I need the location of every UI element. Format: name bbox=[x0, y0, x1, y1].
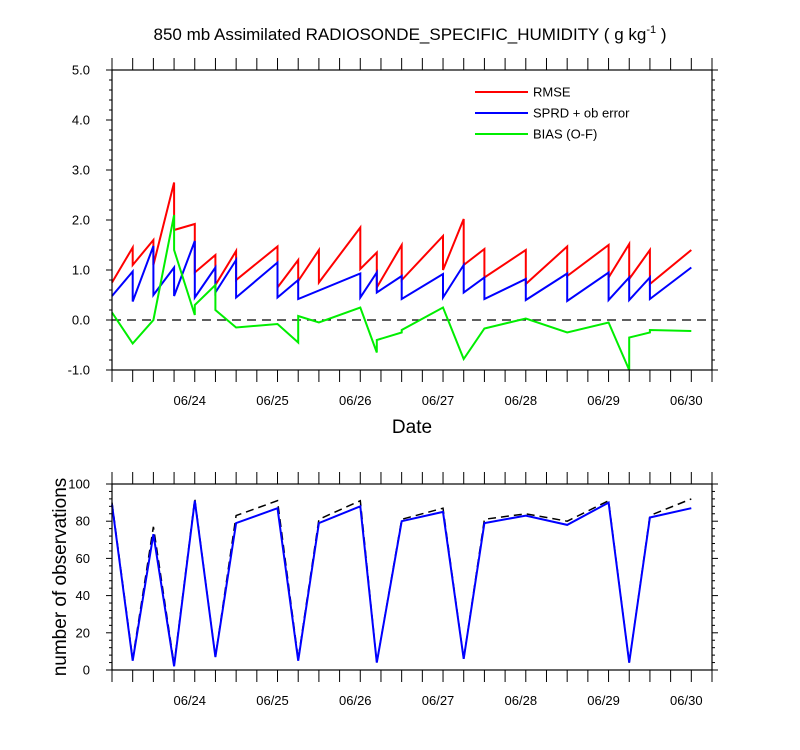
obs-y-tick-label: 20 bbox=[76, 625, 90, 640]
diag-series-line bbox=[111, 182, 692, 292]
chart-title-exponent: -1 bbox=[646, 24, 656, 36]
diag-series-line bbox=[111, 240, 692, 303]
obs-y-tick-label: 80 bbox=[76, 514, 90, 529]
obs-date-label: 06/28 bbox=[505, 693, 538, 708]
legend-label-rmse: RMSE bbox=[533, 85, 571, 100]
diag-series-sprd-ob-error bbox=[111, 240, 692, 303]
diag-y-tick-label: 4.0 bbox=[72, 113, 90, 128]
obs-date-label: 06/30 bbox=[670, 693, 703, 708]
obs-date-label: 06/25 bbox=[256, 693, 289, 708]
obs-y-tick-label: 0 bbox=[83, 663, 90, 678]
diag-date-label: 06/25 bbox=[256, 393, 289, 408]
legend-label-sprd-ob-error: SPRD + ob error bbox=[533, 106, 630, 121]
diagnostics-frame bbox=[111, 69, 713, 371]
diag-date-label: 06/30 bbox=[670, 393, 703, 408]
obs-date-label: 06/26 bbox=[339, 693, 372, 708]
observation-count-frame bbox=[111, 483, 713, 671]
y-axis-title-observations: number of observations bbox=[50, 478, 71, 677]
diag-series-line bbox=[111, 214, 692, 371]
chart-title-main: 850 mb Assimilated RADIOSONDE_SPECIFIC_H… bbox=[154, 25, 647, 44]
obs-date-label: 06/24 bbox=[173, 693, 206, 708]
diag-y-tick-label: 1.0 bbox=[72, 263, 90, 278]
obs-date-label: 06/27 bbox=[422, 693, 455, 708]
obs-date-label: 06/29 bbox=[587, 693, 620, 708]
chart-title-end: ) bbox=[656, 25, 666, 44]
obs-y-tick-label: 40 bbox=[76, 588, 90, 603]
diag-date-label: 06/29 bbox=[587, 393, 620, 408]
diagnostics-panel: -1.0 0.0 1.0 2.0 3.0 4.0 5.0 06/24 06/25 06/26 06/… bbox=[68, 58, 718, 438]
diag-y-tick-label: 5.0 bbox=[72, 63, 90, 78]
diag-series-rmse bbox=[111, 182, 692, 292]
obs-series-observations-used bbox=[111, 500, 692, 667]
obs-y-tick-label: 100 bbox=[68, 477, 90, 492]
diag-date-label: 06/24 bbox=[173, 393, 206, 408]
legend-label-bias-o-f-: BIAS (O-F) bbox=[533, 127, 597, 142]
diag-y-tick-label: 0.0 bbox=[72, 313, 90, 328]
observation-count-panel: 0 20 40 60 80 100 06/24 06/25 06/26 06/27 06/28 06/… bbox=[50, 472, 718, 708]
chart-title: 850 mb Assimilated RADIOSONDE_SPECIFIC_H… bbox=[154, 24, 667, 44]
diag-y-tick-label: 2.0 bbox=[72, 213, 90, 228]
diagnostics-axes: -1.0 0.0 1.0 2.0 3.0 4.0 5.0 06/24 06/25 06/26 06/… bbox=[68, 58, 718, 408]
diagnostics-plot-area bbox=[111, 182, 712, 371]
diag-y-tick-label: 3.0 bbox=[72, 163, 90, 178]
diag-date-label: 06/28 bbox=[505, 393, 538, 408]
x-axis-title: Date bbox=[392, 417, 432, 438]
observation-count-axes: 0 20 40 60 80 100 06/24 06/25 06/26 06/27 06/28 06/… bbox=[68, 472, 718, 708]
diag-y-tick-label: -1.0 bbox=[68, 363, 90, 378]
obs-y-tick-label: 60 bbox=[76, 551, 90, 566]
diag-date-label: 06/27 bbox=[422, 393, 455, 408]
legend: RMSE SPRD + ob error BIAS (O-F) bbox=[475, 85, 630, 142]
obs-series-line bbox=[111, 500, 692, 667]
diag-date-label: 06/26 bbox=[339, 393, 372, 408]
observation-count-plot-area bbox=[111, 498, 692, 667]
